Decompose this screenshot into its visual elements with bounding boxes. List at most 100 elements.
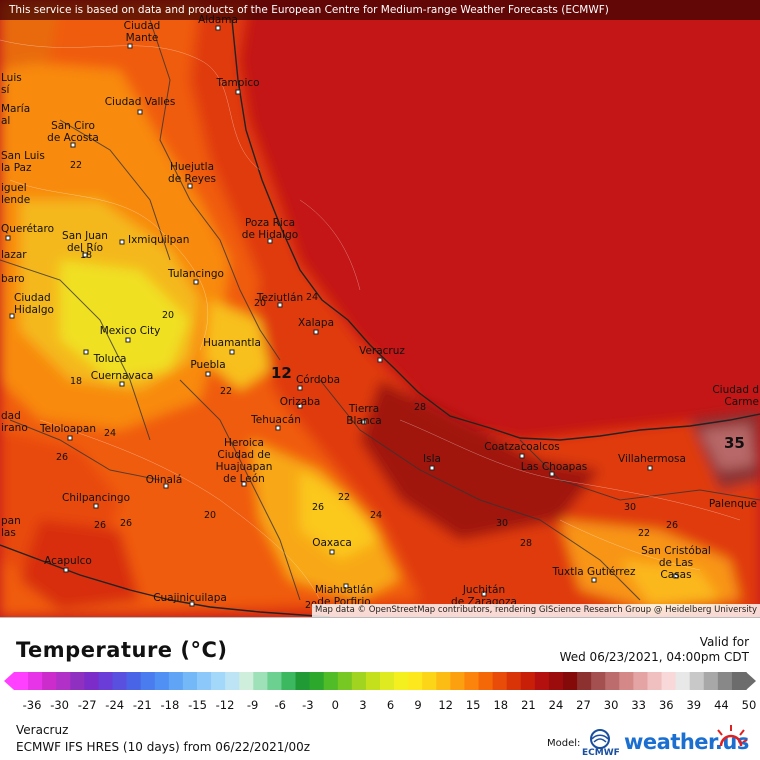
city-dot [119,381,125,387]
scale-tick-label: 6 [386,698,395,712]
city-san-luis-paz: San Luis la Paz [1,150,45,174]
scale-swatch [619,672,634,690]
scale-swatch [577,672,592,690]
city-dot [277,302,283,308]
sun-icon [717,725,747,747]
scale-swatch [450,672,466,690]
valid-date: Wed 06/23/2021, 04:00pm CDT [559,650,749,664]
scale-swatch [56,672,71,690]
scale-swatch [126,672,142,690]
city-maria: María al [1,103,31,127]
scale-tick-label: 15 [465,698,481,712]
scale-swatch [211,672,226,690]
weather-us-logo[interactable]: weather.us [624,730,749,754]
city-aldama: Aldama [198,14,238,26]
contour-label: 22 [70,160,83,171]
scale-swatch [267,672,283,690]
scale-swatch [478,672,494,690]
city-coatzacoalcos: Coatzacoalcos [484,441,560,453]
city-teloloapan: Teloloapan [40,423,96,435]
scale-swatch [492,672,508,690]
city-dot [82,252,88,258]
city-isla: Isla [423,453,441,465]
city-dad-irano: dad irano [1,410,28,434]
city-heroica-huajuapan: Heroica Ciudad de Huajuapan de León [215,437,273,485]
map-attribution[interactable]: Map data © OpenStreetMap contributors, r… [312,604,760,617]
city-tehuacan: Tehuacán [251,414,301,426]
city-dot [591,577,597,583]
city-dot [63,567,69,573]
scale-swatch [394,672,409,690]
contour-label: 20 [305,600,317,611]
scale-tick-label: 12 [438,698,454,712]
city-tampico: Tampico [216,77,260,89]
scale-swatch [70,672,85,690]
scale-swatch [28,672,43,690]
scale-swatch [239,672,254,690]
scale-tick-label: -9 [246,698,259,712]
city-dot [83,349,89,355]
scale-tick-label: 24 [548,698,564,712]
scale-swatch [506,672,522,690]
city-dot [137,109,143,115]
city-lazar: lazar [1,249,27,261]
ecmwf-logo-icon [590,729,610,749]
contour-label: 24 [104,428,117,439]
city-dot [9,313,15,319]
max-temp-value: 35 [724,434,745,452]
scale-tick-label: -36 [22,698,42,712]
scale-tick-label: 50 [741,698,757,712]
scale-swatch [703,672,719,690]
contour-label: 20 [254,298,267,309]
scale-swatch [253,672,268,690]
city-ciudad-carmen: Ciudad d Carme [712,384,759,408]
city-orizaba: Orizaba [279,396,321,408]
scale-swatch [408,672,423,690]
scale-swatch [140,672,156,690]
contour-label: 26 [56,452,69,463]
scale-tick-label: 36 [658,698,674,712]
city-cuernavaca: Cuernavaca [90,370,154,382]
city-ciudad-hidalgo: Ciudad Hidalgo [14,292,54,316]
contour-label: 26 [666,520,679,531]
city-ixmiquilpan: Ixmiquilpan [128,234,190,246]
scale-tick-label: -3 [302,698,314,712]
scale-swatch [309,672,325,690]
contour-label: 22 [638,528,651,539]
city-dot [215,25,221,31]
scale-swatch [182,672,198,690]
scale-swatch [380,672,395,690]
contour-label: 18 [80,250,93,261]
scale-tick-label: -21 [132,698,152,712]
scale-swatch [422,672,437,690]
city-dot [70,142,76,148]
city-san-cristobal: San Cristóbal de Las Casas [641,545,711,581]
city-tuxtla-gutierrez: Tuxtla Gutiérrez [552,566,636,578]
city-dot [549,471,555,477]
city-las-choapas: Las Choapas [520,461,588,473]
city-dot [647,465,653,471]
temperature-map[interactable]: This service is based on data and produc… [0,0,760,617]
scale-tick-label: -18 [160,698,180,712]
scale-arrow-right [746,672,756,690]
city-san-juan-rio: San Juan del Río [62,230,108,254]
city-poza-rica: Poza Rica de Hidalgo [241,217,299,241]
scale-swatch [661,672,677,690]
color-scale-bar [4,672,756,690]
scale-swatch [351,672,367,690]
scale-swatch [365,672,381,690]
contour-label: 26 [120,518,133,529]
scale-tick-label: 44 [714,698,729,712]
city-dot [297,385,303,391]
scale-swatch [633,672,649,690]
contour-label: 28 [414,402,427,413]
scale-tick-label: -27 [77,698,97,712]
city-tulancingo: Tulancingo [168,268,224,280]
city-dot [429,465,435,471]
scale-tick-label: 9 [414,698,422,712]
scale-tick-label: 30 [603,698,619,712]
city-dot [127,43,133,49]
city-villahermosa: Villahermosa [618,453,686,465]
scale-tick-label: -24 [105,698,125,712]
city-dot [125,337,131,343]
